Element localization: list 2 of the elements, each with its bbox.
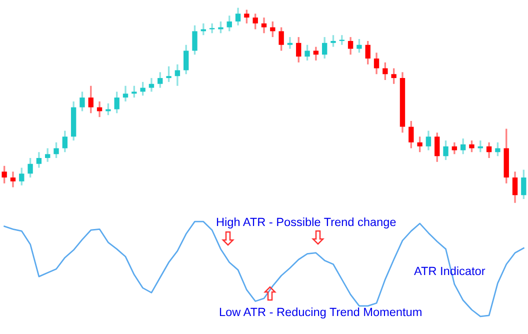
- annotation: High ATR - Possible Trend change: [216, 217, 396, 228]
- annotation: Low ATR - Reducing Trend Momentum: [220, 307, 422, 319]
